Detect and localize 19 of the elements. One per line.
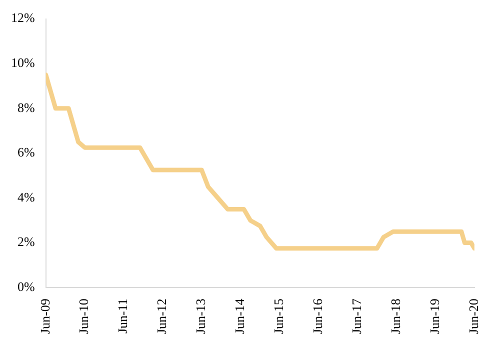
y-tick-label: 2% [17, 234, 35, 250]
x-tick-label: Jun-16 [310, 298, 325, 334]
y-tick-label: 6% [17, 144, 35, 160]
x-tick-label: Jun-19 [426, 298, 442, 334]
x-tick-label: Jun-10 [76, 298, 92, 334]
x-tick-label: Jun-11 [115, 298, 130, 334]
x-tick-label: Jun-18 [388, 298, 403, 334]
x-tick-label: Jun-17 [348, 298, 364, 334]
x-tick-label: Jun-14 [232, 298, 248, 334]
x-tick-label: Jun-13 [193, 298, 208, 334]
x-tick-label: Jun-15 [271, 298, 286, 334]
x-tick-label: Jun-20 [466, 298, 481, 334]
y-tick-label: 12% [10, 10, 35, 26]
y-tick-label: 10% [10, 55, 35, 70]
y-tick-label: 0% [17, 279, 35, 294]
x-tick-label: Jun-12 [154, 298, 170, 334]
y-tick-label: 8% [17, 100, 35, 115]
x-tick-label: Jun-09 [37, 298, 52, 334]
y-tick-label: 4% [17, 189, 35, 204]
